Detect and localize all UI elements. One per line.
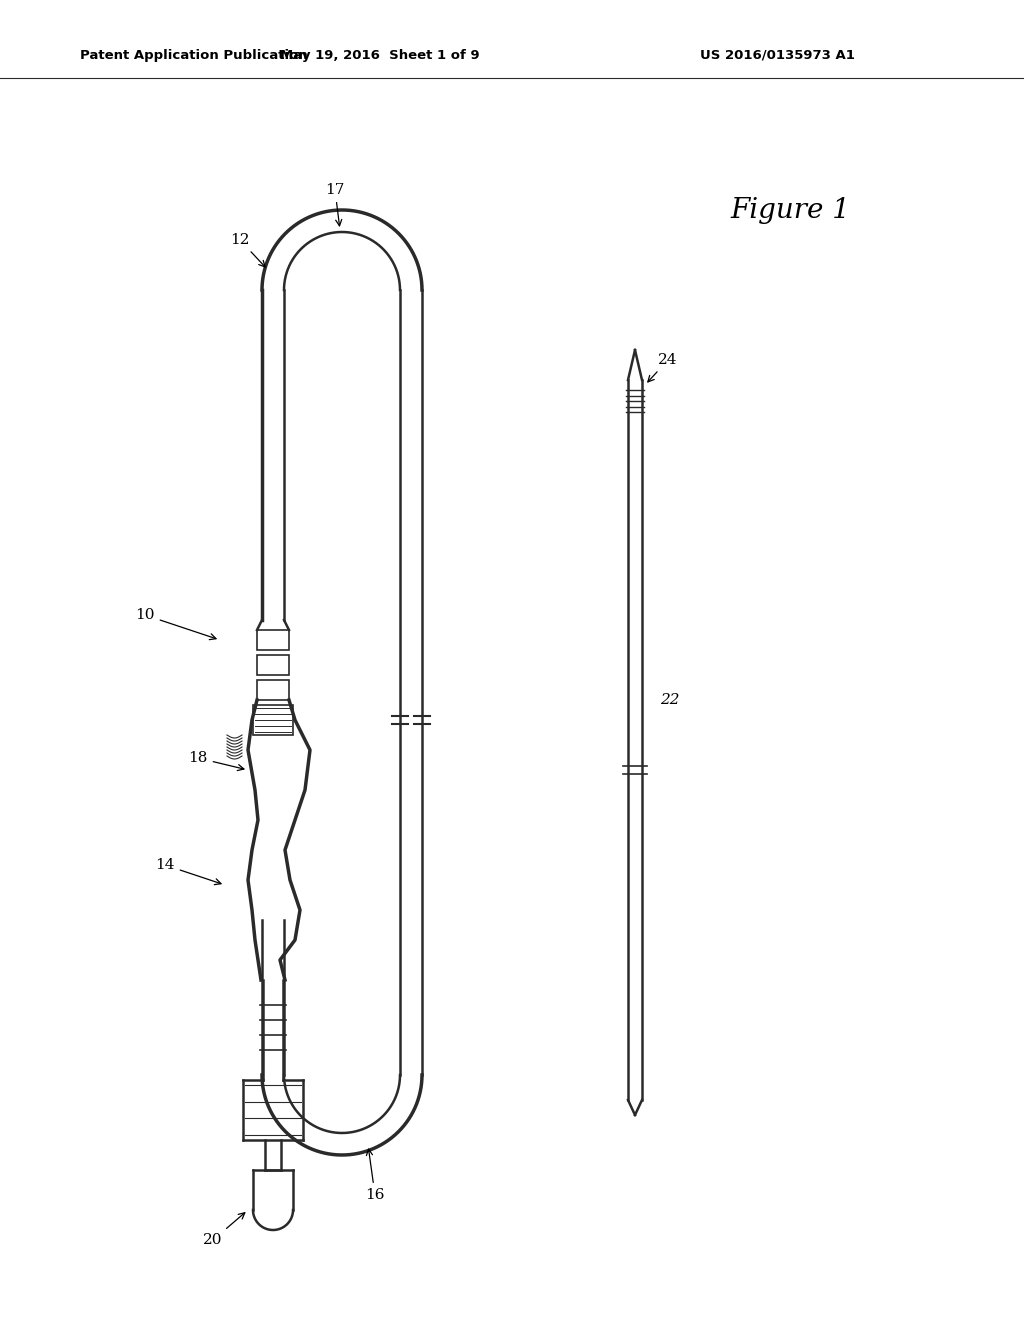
Text: 17: 17 xyxy=(326,183,345,226)
Text: 12: 12 xyxy=(230,234,265,267)
Text: 16: 16 xyxy=(366,1150,385,1203)
Text: 10: 10 xyxy=(135,609,216,640)
Bar xyxy=(257,680,289,700)
Text: 20: 20 xyxy=(203,1213,245,1247)
Bar xyxy=(257,655,289,675)
Text: US 2016/0135973 A1: US 2016/0135973 A1 xyxy=(700,49,855,62)
Text: 24: 24 xyxy=(648,352,678,381)
Text: 22: 22 xyxy=(660,693,680,708)
Text: May 19, 2016  Sheet 1 of 9: May 19, 2016 Sheet 1 of 9 xyxy=(281,49,480,62)
Bar xyxy=(257,630,289,649)
Text: 14: 14 xyxy=(156,858,221,884)
Bar xyxy=(253,705,293,735)
Text: Patent Application Publication: Patent Application Publication xyxy=(80,49,308,62)
Text: 18: 18 xyxy=(188,751,244,771)
Text: Figure 1: Figure 1 xyxy=(730,197,850,223)
